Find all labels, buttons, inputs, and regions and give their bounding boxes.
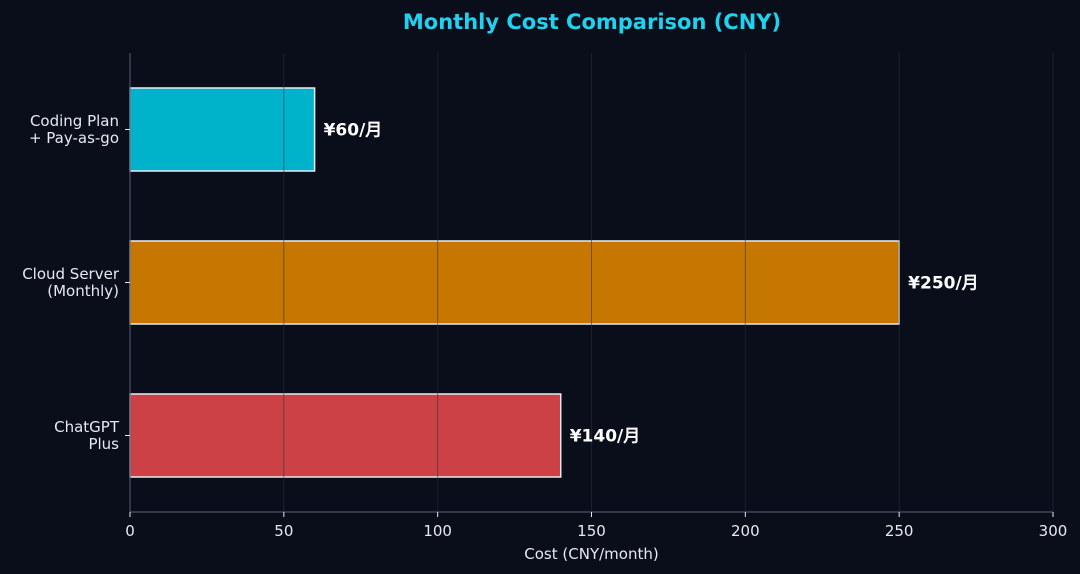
bar-2 bbox=[129, 393, 562, 478]
x-tick-label-4: 200 bbox=[731, 522, 760, 540]
x-tick-label-2: 100 bbox=[423, 522, 452, 540]
x-tick-label-1: 50 bbox=[274, 522, 293, 540]
category-label-1-line-0: Cloud Server bbox=[22, 265, 120, 283]
data-label-1: ¥250/月 bbox=[908, 274, 979, 294]
x-tick-label-6: 300 bbox=[1039, 522, 1068, 540]
category-label-1-line-1: (Monthly) bbox=[47, 282, 119, 300]
data-label-0: ¥60/月 bbox=[324, 121, 383, 141]
category-label-2-line-0: ChatGPT bbox=[54, 418, 120, 436]
category-label-0-line-0: Coding Plan bbox=[30, 112, 119, 130]
category-label-2-line-1: Plus bbox=[88, 435, 119, 453]
data-label-2: ¥140/月 bbox=[570, 427, 641, 447]
x-tick-label-0: 0 bbox=[125, 522, 135, 540]
x-axis-label: Cost (CNY/month) bbox=[524, 545, 658, 563]
x-tick-label-3: 150 bbox=[577, 522, 606, 540]
category-label-0-line-1: + Pay-as-go bbox=[29, 129, 119, 147]
bar-0 bbox=[129, 87, 316, 172]
x-tick-label-5: 250 bbox=[885, 522, 914, 540]
bar-1 bbox=[129, 240, 900, 325]
chart-title: Monthly Cost Comparison (CNY) bbox=[403, 10, 781, 34]
